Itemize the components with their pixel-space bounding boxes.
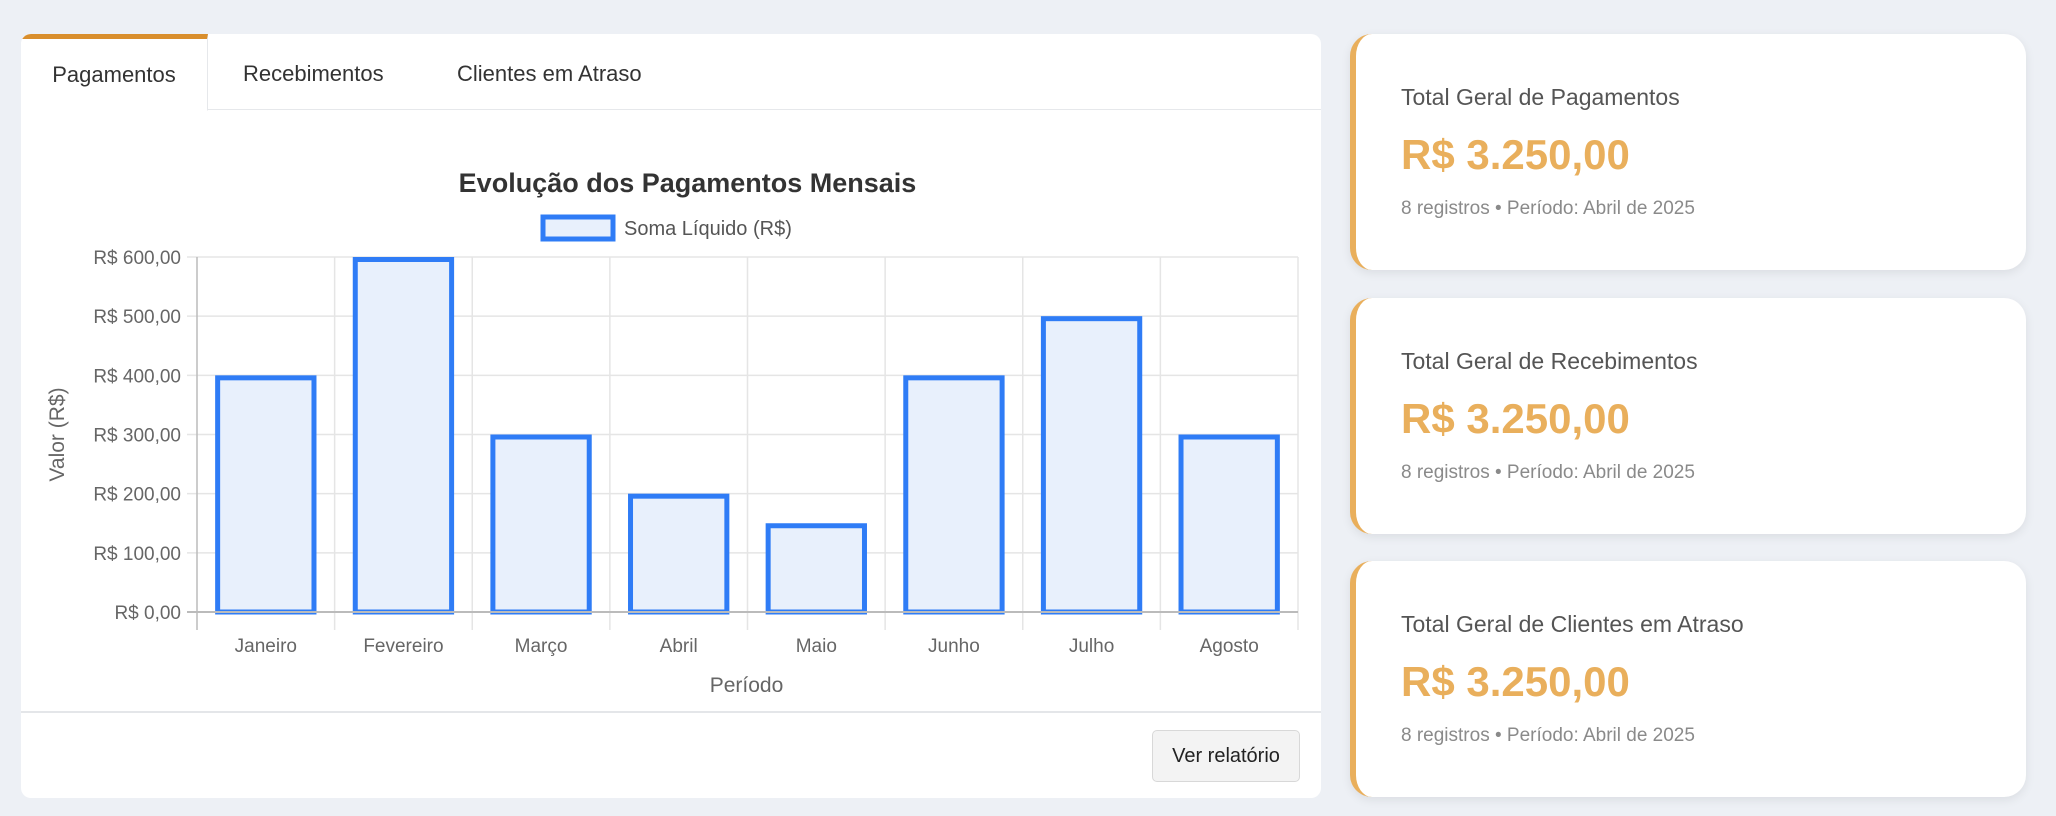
bar-janeiro <box>215 375 317 615</box>
legend-label: Soma Líquido (R$) <box>624 218 792 240</box>
stat-value: R$ 3.250,00 <box>1401 395 1630 442</box>
y-tick-label: R$ 0,00 <box>114 603 181 624</box>
x-tick-label: Junho <box>928 636 980 657</box>
stat-subtitle: 8 registros • Período: Abril de 2025 <box>1401 198 1695 219</box>
y-axis-title: Valor (R$) <box>46 387 69 481</box>
bar-agosto <box>1178 434 1280 615</box>
tab-bar: Pagamentos Recebimentos Clientes em Atra… <box>21 34 1321 111</box>
y-tick-label: R$ 500,00 <box>93 307 181 328</box>
stat-title: Total Geral de Pagamentos <box>1401 84 1680 110</box>
y-tick-label: R$ 600,00 <box>93 248 181 269</box>
y-tick-label: R$ 300,00 <box>93 426 181 447</box>
stat-subtitle: 8 registros • Período: Abril de 2025 <box>1401 725 1695 746</box>
bar-maio <box>765 523 867 615</box>
x-tick-label: Fevereiro <box>363 636 443 657</box>
stat-card-clientes-atraso: Total Geral de Clientes em Atraso R$ 3.2… <box>1350 561 2026 797</box>
bar-fevereiro <box>352 257 455 615</box>
x-tick-label: Janeiro <box>235 636 297 657</box>
tab-clientes-em-atraso[interactable]: Clientes em Atraso <box>457 61 642 86</box>
x-tick-label: Maio <box>796 636 837 657</box>
y-tick-label: R$ 400,00 <box>93 366 181 387</box>
view-report-button[interactable]: Ver relatório <box>1152 730 1300 782</box>
stat-title: Total Geral de Recebimentos <box>1401 348 1698 374</box>
x-axis-title: Período <box>710 674 784 697</box>
tab-recebimentos[interactable]: Recebimentos <box>243 61 384 86</box>
y-tick-label: R$ 100,00 <box>93 544 181 565</box>
stat-card-pagamentos: Total Geral de Pagamentos R$ 3.250,00 8 … <box>1350 34 2026 270</box>
divider <box>21 711 1321 713</box>
x-tick-label: Março <box>515 636 568 657</box>
x-tick-label: Agosto <box>1200 636 1259 657</box>
legend-swatch <box>540 214 616 242</box>
stat-title: Total Geral de Clientes em Atraso <box>1401 611 1744 637</box>
bar-abril <box>628 493 730 615</box>
bar-março <box>490 434 592 615</box>
x-tick-label: Julho <box>1069 636 1114 657</box>
x-tick-label: Abril <box>660 636 698 657</box>
chart-title: Evolução dos Pagamentos Mensais <box>459 168 917 198</box>
bar-julho <box>1040 316 1143 615</box>
tab-pagamentos[interactable]: Pagamentos <box>21 34 208 111</box>
stat-card-recebimentos: Total Geral de Recebimentos R$ 3.250,00 … <box>1350 298 2026 534</box>
y-tick-label: R$ 200,00 <box>93 485 181 506</box>
stat-value: R$ 3.250,00 <box>1401 658 1630 705</box>
payments-panel: Pagamentos Recebimentos Clientes em Atra… <box>21 34 1321 798</box>
stat-subtitle: 8 registros • Período: Abril de 2025 <box>1401 462 1695 483</box>
stat-value: R$ 3.250,00 <box>1401 131 1630 178</box>
bar-chart: Evolução dos Pagamentos Mensais Soma Líqu… <box>46 168 1299 697</box>
bar-junho <box>903 375 1005 615</box>
